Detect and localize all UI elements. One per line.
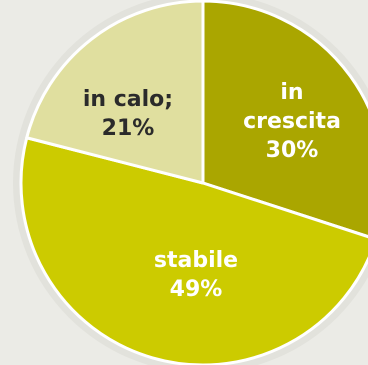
slice-category-label: in bbox=[280, 80, 303, 105]
slice-value-label: 21% bbox=[102, 116, 155, 141]
slice-category-label: in calo; bbox=[83, 87, 173, 112]
pie-slice bbox=[19, 136, 368, 365]
slice-value-label: 30% bbox=[266, 138, 319, 163]
pie-slice bbox=[25, 0, 205, 185]
slice-category-label: crescita bbox=[243, 109, 341, 134]
slice-value-label: 49% bbox=[170, 277, 223, 302]
slice-category-label: stabile bbox=[154, 248, 238, 273]
pie-slice bbox=[201, 0, 368, 239]
